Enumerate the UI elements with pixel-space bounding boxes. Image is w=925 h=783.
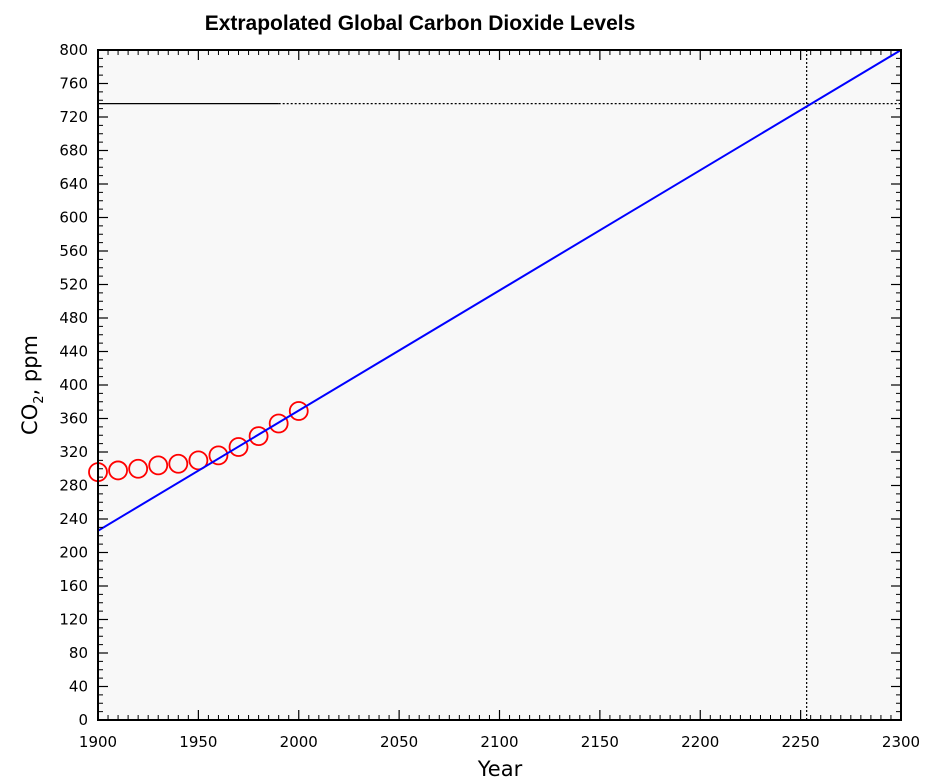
- y-tick-label: 200: [59, 544, 88, 562]
- x-tick-label: 1900: [79, 733, 117, 751]
- x-tick-label: 1950: [179, 733, 217, 751]
- y-tick-label: 600: [59, 209, 88, 227]
- y-tick-label: 160: [59, 577, 88, 595]
- y-tick-label: 400: [59, 376, 88, 394]
- y-tick-label: 680: [59, 142, 88, 160]
- y-axis-label-suffix: , ppm: [18, 335, 42, 395]
- x-axis-label: Year: [477, 757, 523, 781]
- chart-title: Extrapolated Global Carbon Dioxide Level…: [205, 12, 636, 35]
- y-tick-label: 720: [59, 108, 88, 126]
- data-series: [88, 49, 902, 532]
- trend-line: [97, 49, 902, 532]
- y-axis-label-subscript: 2: [32, 395, 47, 403]
- data-point-1920: [128, 458, 149, 479]
- x-tick-label: 2050: [380, 733, 418, 751]
- data-point-1950: [188, 450, 209, 471]
- x-tick-label: 2150: [581, 733, 619, 751]
- plot-area: [98, 50, 901, 720]
- y-tick-label: 520: [59, 276, 88, 294]
- data-point-2000: [288, 401, 309, 421]
- y-tick-label: 360: [59, 410, 88, 428]
- y-tick-label: 280: [59, 477, 88, 495]
- data-point-1960: [208, 445, 229, 466]
- data-point-1970: [228, 437, 249, 457]
- data-point-1990: [268, 413, 289, 434]
- y-tick-label: 40: [69, 678, 88, 696]
- x-tick-label: 2000: [280, 733, 318, 751]
- data-point-1910: [108, 460, 128, 481]
- data-point-1930: [148, 455, 169, 476]
- y-tick-label: 560: [59, 242, 88, 260]
- data-point-1940: [168, 453, 189, 474]
- y-tick-label: 760: [59, 75, 88, 93]
- y-axis-label: CO2, ppm: [18, 335, 47, 435]
- y-tick-label: 320: [59, 443, 88, 461]
- y-tick-label: 480: [59, 309, 88, 327]
- y-tick-label: 800: [59, 41, 88, 59]
- x-tick-label: 2300: [882, 733, 920, 751]
- x-tick-label: 2200: [681, 733, 719, 751]
- axis-ticks: 1900 1950 2000 2050 2100 2150 2200 2250 2300 0 40 8…: [59, 41, 920, 751]
- y-tick-label: 640: [59, 175, 88, 193]
- reference-lines: [98, 50, 901, 720]
- y-axis-label-main: CO: [18, 404, 42, 435]
- y-tick-label: 240: [59, 510, 88, 528]
- y-tick-label: 440: [59, 343, 88, 361]
- y-tick-label: 120: [59, 611, 88, 629]
- x-tick-label: 2250: [782, 733, 820, 751]
- y-tick-label: 0: [78, 711, 88, 729]
- x-tick-label: 2100: [480, 733, 518, 751]
- data-point-1980: [248, 426, 269, 446]
- y-tick-label: 80: [69, 644, 88, 662]
